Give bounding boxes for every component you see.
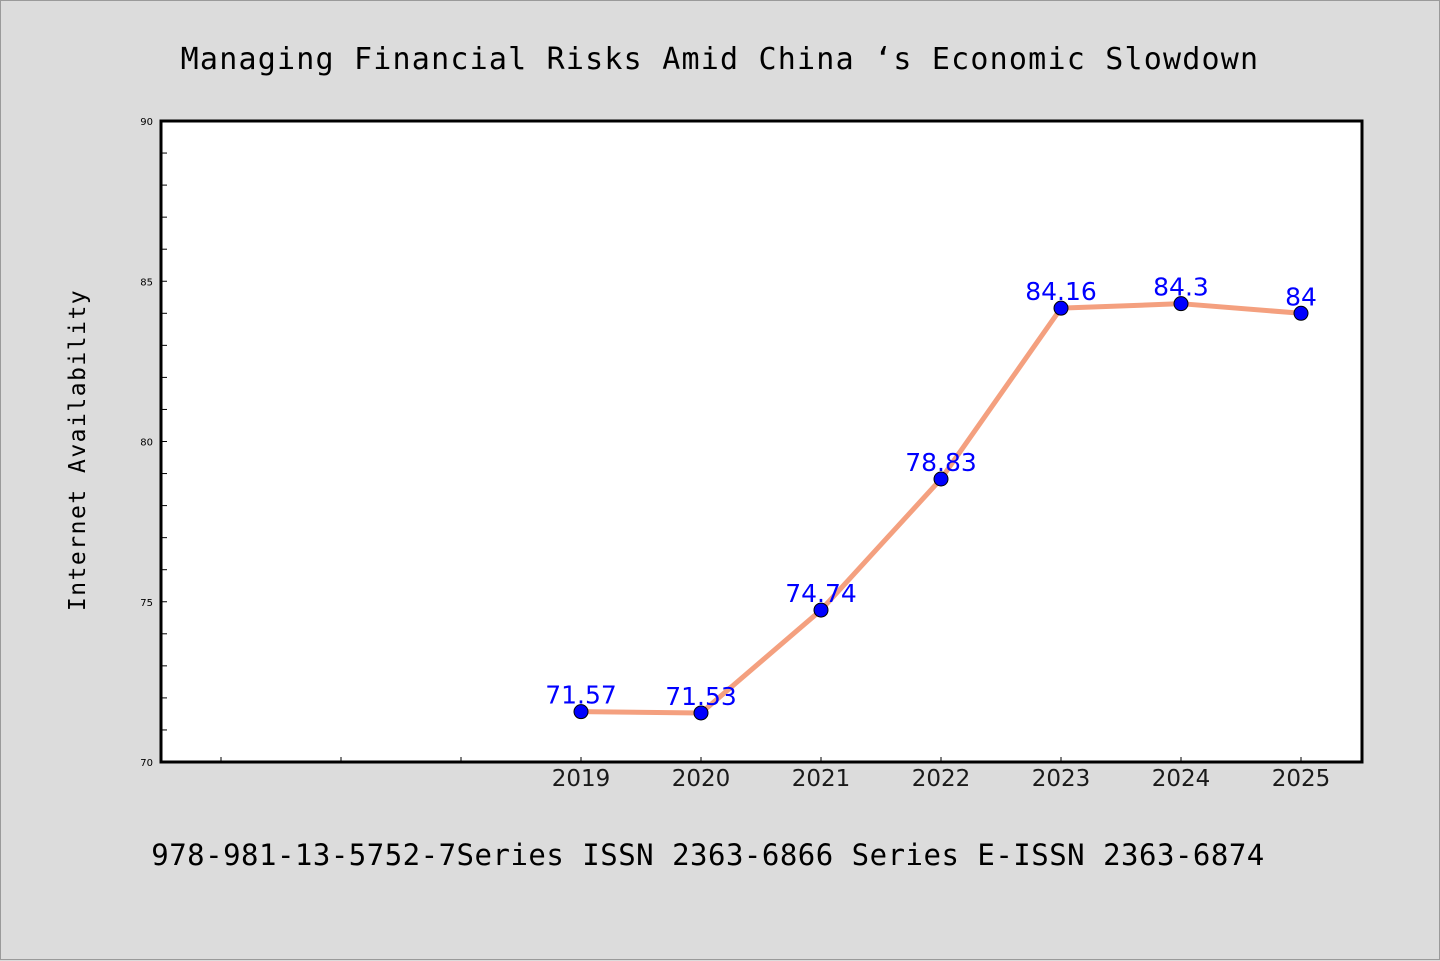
x-tick-label: 2024: [1152, 766, 1211, 792]
data-label: 71.57: [545, 681, 617, 710]
x-tick-label: 2019: [552, 766, 611, 792]
plot-area: [161, 121, 1362, 762]
plot-border: [159, 119, 1364, 764]
data-label: 84.3: [1153, 273, 1209, 302]
x-tick-label: 2023: [1032, 766, 1091, 792]
data-label: 84.16: [1025, 277, 1097, 306]
footer-isbn-text: 978-981-13-5752-7Series ISSN 2363-6866 S…: [151, 838, 1265, 872]
data-point[interactable]: [1173, 296, 1189, 312]
y-tick-label: 80: [140, 438, 153, 449]
x-tick-label: 2021: [792, 766, 851, 792]
x-tick-label: 2022: [912, 766, 971, 792]
y-tick-label: 90: [140, 117, 153, 128]
data-point[interactable]: [813, 602, 829, 618]
data-point[interactable]: [1053, 300, 1069, 316]
y-axis-label: Internet Availability: [65, 289, 91, 611]
data-labels: 71.57 71.53 74.74 78.83 84.16 84.3 84: [545, 273, 1317, 711]
data-point[interactable]: [1293, 305, 1309, 321]
data-point[interactable]: [933, 471, 949, 487]
x-tick-label: 2020: [672, 766, 731, 792]
y-tick-label: 85: [140, 277, 153, 288]
x-tick-label: 2025: [1272, 766, 1331, 792]
y-tick-label: 70: [140, 758, 153, 769]
data-point[interactable]: [693, 705, 709, 721]
y-tick-label: 75: [140, 598, 153, 609]
data-label: 74.74: [785, 579, 857, 608]
data-label: 71.53: [665, 682, 737, 711]
data-point[interactable]: [573, 704, 589, 720]
chart-title: Managing Financial Risks Amid China ‘s E…: [181, 42, 1260, 77]
data-label: 84: [1285, 282, 1317, 311]
series-layer: [573, 296, 1309, 721]
data-label: 78.83: [905, 448, 977, 477]
